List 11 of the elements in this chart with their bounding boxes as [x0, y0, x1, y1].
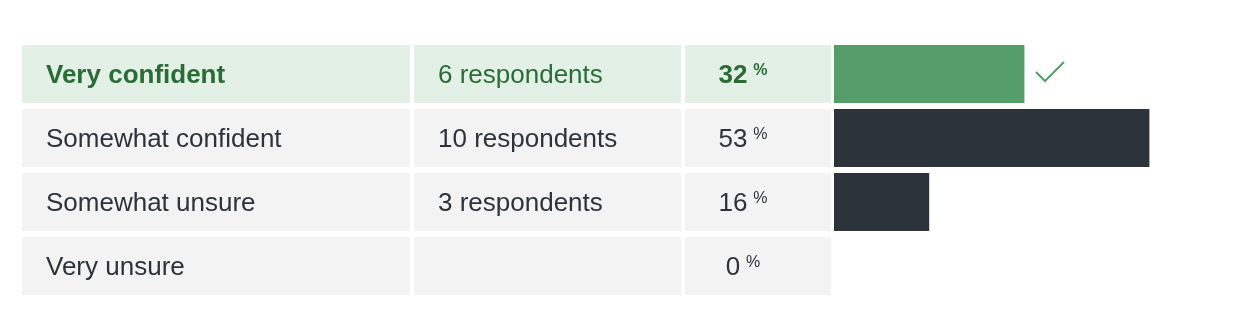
text: 3 respondents: [414, 173, 681, 231]
y-tick-label: Somewhat confident: [22, 109, 410, 167]
data-label: 32$^{%}$: [685, 45, 831, 103]
text: 10 respondents: [414, 109, 681, 167]
data-label: 16$^{%}$: [685, 173, 831, 231]
data-label: 53$^{%}$: [685, 109, 831, 167]
y-tick-label: Very confident: [22, 45, 410, 103]
text: 6 respondents: [414, 45, 681, 103]
data-label: 0$^{%}$: [685, 237, 831, 295]
y-tick-label: Somewhat unsure: [22, 173, 410, 231]
y-tick-label: Very unsure: [22, 237, 410, 295]
